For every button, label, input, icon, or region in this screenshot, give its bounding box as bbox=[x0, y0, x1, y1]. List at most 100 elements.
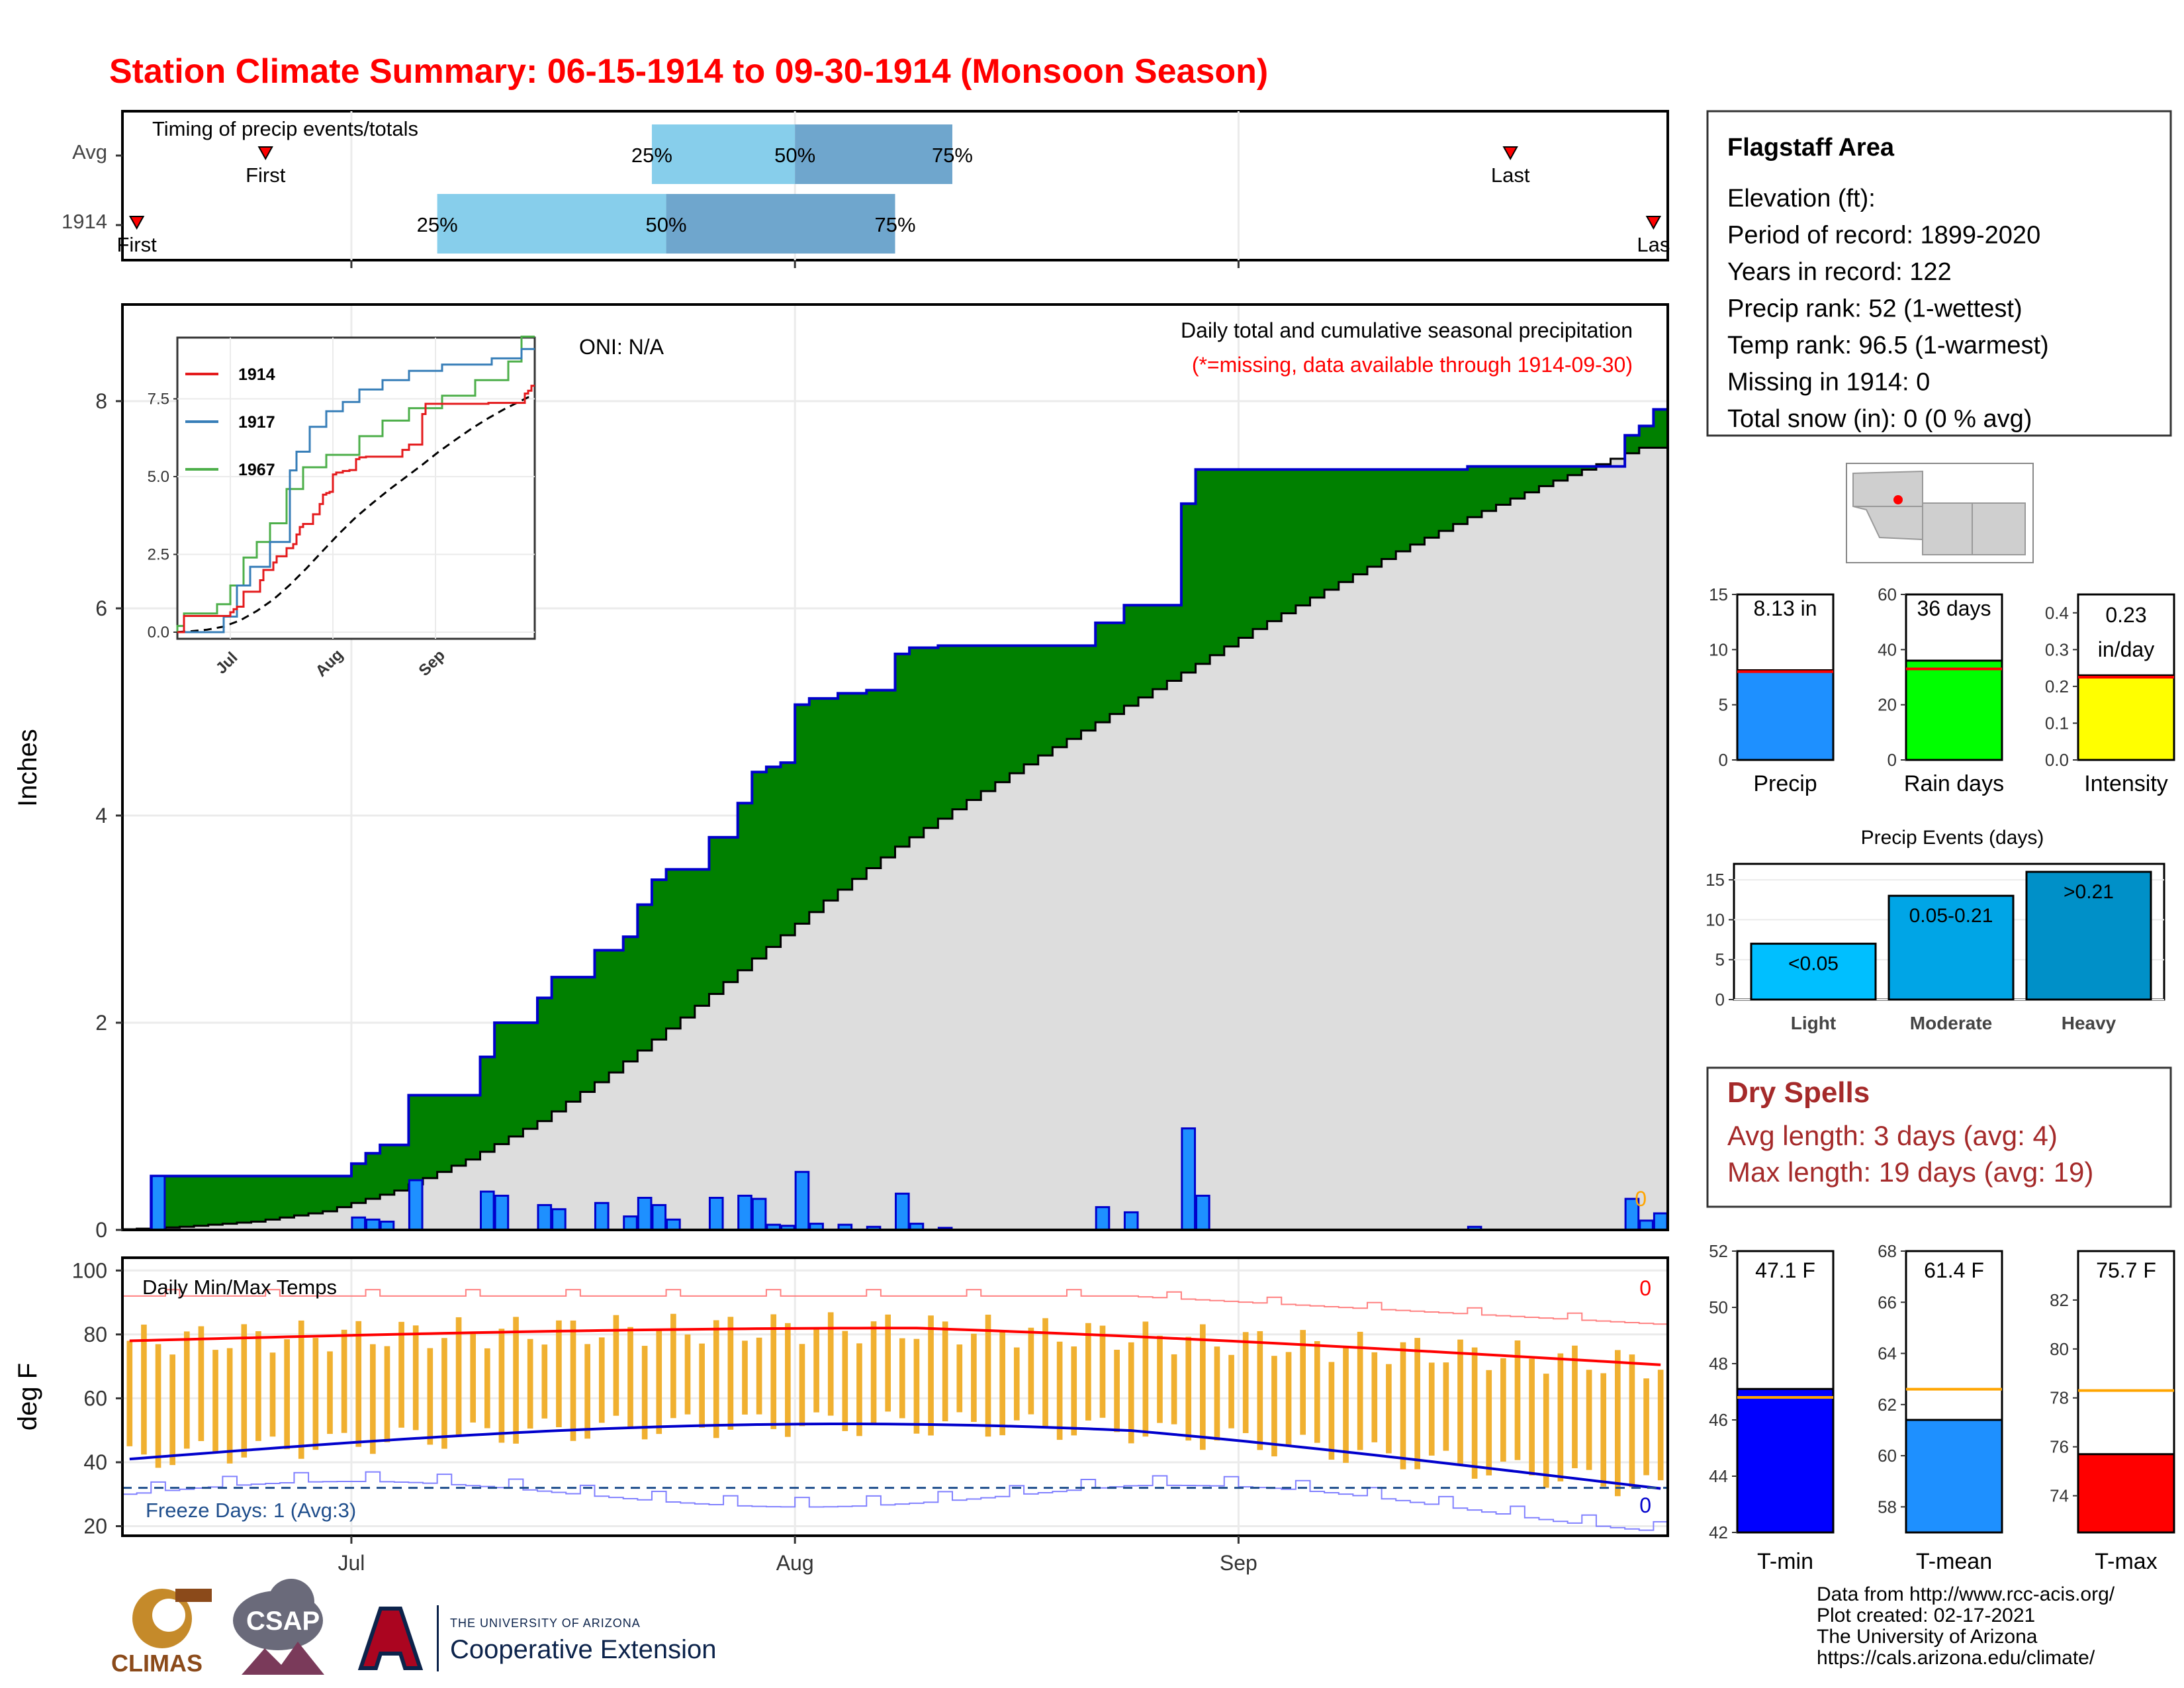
daily-precip-bar bbox=[794, 1170, 810, 1231]
daily-temp-range-bar bbox=[1414, 1338, 1420, 1470]
daily-temp-range-bar bbox=[1314, 1340, 1320, 1443]
footer: Data from http://www.rcc-acis.org/Plot c… bbox=[111, 1579, 2115, 1677]
daily-temp-range-bar bbox=[327, 1351, 333, 1434]
info-line: Temp rank: 96.5 (1-warmest) bbox=[1727, 332, 2049, 359]
temp-tick-label: 44 bbox=[1709, 1466, 1728, 1486]
daily-temp-range-bar bbox=[1142, 1321, 1149, 1437]
avg-tmax-line bbox=[129, 1327, 1661, 1366]
missing-note: (*=missing, data available through 1914-… bbox=[1192, 353, 1633, 377]
daily-temp-range-bar bbox=[427, 1348, 433, 1445]
temp-tick-label: 66 bbox=[1878, 1292, 1897, 1312]
ua-name: THE UNIVERSITY OF ARIZONA bbox=[450, 1617, 641, 1630]
ua-extension: Cooperative Extension bbox=[450, 1635, 716, 1664]
daily-temp-range-bar bbox=[656, 1329, 662, 1434]
mini-tick-label: 10 bbox=[1709, 639, 1728, 659]
timing-q50-label: 50% bbox=[646, 213, 687, 236]
daily-precip-bar bbox=[895, 1192, 910, 1231]
inset-y-tick-label: 0.0 bbox=[148, 624, 169, 641]
mini-tick-label: 0.4 bbox=[2045, 603, 2069, 623]
mini-tick-label: 20 bbox=[1878, 695, 1897, 715]
daily-precip-bar bbox=[594, 1201, 610, 1231]
mini-value-bar bbox=[1736, 669, 1835, 761]
daily-temp-range-bar bbox=[398, 1321, 404, 1428]
inset-1917-line bbox=[177, 348, 535, 633]
daily-temp-range-bar bbox=[1114, 1350, 1120, 1432]
events-title: Precip Events (days) bbox=[1861, 827, 2044, 849]
info-line: Elevation (ft): bbox=[1727, 185, 1876, 212]
temp-tick-label: 80 bbox=[2050, 1339, 2069, 1359]
daily-temp-range-bar bbox=[856, 1343, 862, 1436]
temp-value-label: 47.1 F bbox=[1755, 1258, 1815, 1282]
info-line: Years in record: 122 bbox=[1727, 258, 1952, 286]
daily-precip-bar bbox=[666, 1218, 681, 1231]
event-category-label: Light bbox=[1791, 1013, 1836, 1033]
timing-label: Timing of precip events/totals bbox=[152, 117, 418, 140]
info-frame bbox=[1706, 110, 2172, 437]
event-category-label: Heavy bbox=[2062, 1013, 2116, 1033]
avg-cumulative-area bbox=[122, 447, 1668, 1230]
daily-temp-range-bar bbox=[126, 1340, 133, 1446]
daily-precip-bar bbox=[708, 1196, 724, 1231]
daily-precip-bar bbox=[1195, 1194, 1210, 1231]
daily-precip-bar bbox=[1181, 1127, 1197, 1231]
daily-temp-range-bar bbox=[498, 1329, 505, 1443]
ua-a-mark bbox=[357, 1607, 424, 1670]
daily-temp-range-bar bbox=[1543, 1374, 1549, 1488]
daily-temp-range-bar bbox=[613, 1315, 619, 1416]
temp-tick-label: 78 bbox=[2050, 1388, 2069, 1408]
timing-first-marker bbox=[128, 216, 145, 230]
temp-value-label: 75.7 F bbox=[2096, 1258, 2156, 1282]
timing-first-label: First bbox=[116, 233, 157, 256]
daily-temp-range-bar bbox=[1600, 1373, 1607, 1487]
info-line: Period of record: 1899-2020 bbox=[1727, 222, 2040, 250]
tmax-missing-count: 0 bbox=[1639, 1276, 1651, 1300]
daily-temp-range-bar bbox=[1185, 1336, 1192, 1441]
daily-temp-range-bar bbox=[742, 1340, 748, 1415]
daily-precip-bar bbox=[537, 1203, 553, 1231]
daily-temp-range-bar bbox=[284, 1339, 290, 1450]
daily-temp-range-bar bbox=[899, 1338, 905, 1419]
daily-temp-range-bar bbox=[1157, 1335, 1163, 1423]
timing-row-label-year: 1914 bbox=[62, 210, 107, 233]
inset-1914-line bbox=[177, 385, 535, 633]
daily-temp-range-bar bbox=[1228, 1354, 1234, 1429]
y-tick-label: 100 bbox=[72, 1258, 107, 1282]
daily-precip-bar bbox=[150, 1175, 166, 1231]
daily-temp-range-bar bbox=[1257, 1331, 1263, 1450]
daily-temp-range-bar bbox=[627, 1327, 633, 1427]
daily-temp-range-bar bbox=[842, 1331, 848, 1431]
info-line: Precip rank: 52 (1-wettest) bbox=[1727, 295, 2023, 323]
temp-panel-label: Daily Min/Max Temps bbox=[142, 1276, 337, 1299]
avg-tmin-line bbox=[129, 1423, 1661, 1490]
daily-temp-range-bar bbox=[269, 1352, 276, 1437]
daily-temp-range-bar bbox=[1471, 1347, 1478, 1479]
daily-precip-bar bbox=[1095, 1206, 1111, 1231]
mini-chart-label: Intensity bbox=[2084, 771, 2168, 796]
footer-line: https://cals.arizona.edu/climate/ bbox=[1817, 1647, 2095, 1669]
dry-max: Max length: 19 days (avg: 19) bbox=[1727, 1156, 2093, 1188]
daily-temp-range-bar bbox=[412, 1325, 419, 1430]
daily-temp-range-bar bbox=[928, 1315, 934, 1436]
daily-temp-range-bar bbox=[1171, 1354, 1177, 1425]
daily-temp-range-bar bbox=[641, 1346, 648, 1440]
daily-precip-bar bbox=[637, 1196, 653, 1231]
mini-tick-label: 0 bbox=[1888, 750, 1897, 770]
events-tick-label: 0 bbox=[1715, 990, 1725, 1009]
daily-temp-range-bar bbox=[169, 1354, 175, 1466]
precip-missing-count: 0 bbox=[1635, 1187, 1647, 1211]
info-line: Missing in 1914: 0 bbox=[1727, 369, 1930, 397]
daily-temp-range-bar bbox=[570, 1320, 576, 1441]
daily-temp-range-bar bbox=[770, 1314, 777, 1429]
daily-temp-range-bar bbox=[713, 1320, 719, 1438]
mini-value-label: 36 days bbox=[1917, 596, 1991, 620]
daily-temp-range-bar bbox=[255, 1331, 261, 1441]
avg-cumulative-line bbox=[122, 446, 1668, 1231]
csap-cloud-puff bbox=[268, 1579, 314, 1625]
inset-y-tick-label: 7.5 bbox=[148, 391, 169, 408]
dry-frame bbox=[1706, 1066, 2172, 1208]
daily-temp-range-bar bbox=[241, 1324, 248, 1458]
mini-tick-label: 60 bbox=[1878, 585, 1897, 604]
daily-temp-range-bar bbox=[1128, 1342, 1134, 1444]
mini-tick-label: 0.1 bbox=[2045, 713, 2069, 733]
daily-temp-range-bar bbox=[1557, 1353, 1564, 1481]
